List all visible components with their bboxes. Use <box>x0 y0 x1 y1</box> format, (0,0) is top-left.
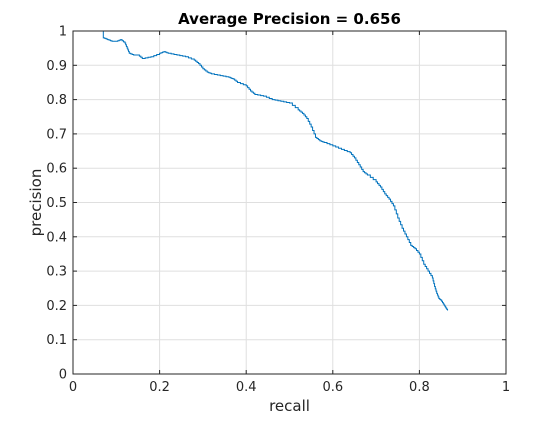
y-tick-label: 0.9 <box>46 59 67 74</box>
x-tick-label: 0.2 <box>149 380 170 395</box>
x-tick-label: 0.4 <box>236 380 257 395</box>
x-axis-label: recall <box>269 397 310 415</box>
y-tick-label: 0.4 <box>46 230 67 245</box>
y-tick-label: 0.1 <box>46 333 67 348</box>
y-tick-label: 0.5 <box>46 196 67 211</box>
x-tick-label: 1 <box>502 380 510 395</box>
y-tick-label: 0.7 <box>46 127 67 142</box>
x-tick-label: 0.8 <box>409 380 430 395</box>
y-axis-label: precision <box>27 169 45 237</box>
y-tick-label: 0 <box>59 368 67 383</box>
x-tick-label: 0.6 <box>322 380 343 395</box>
y-tick-label: 1 <box>59 25 67 40</box>
y-tick-label: 0.2 <box>46 299 67 314</box>
x-tick-label: 0 <box>69 380 77 395</box>
chart-title: Average Precision = 0.656 <box>178 10 401 28</box>
y-tick-label: 0.6 <box>46 162 67 177</box>
y-tick-label: 0.3 <box>46 265 67 280</box>
y-tick-label: 0.8 <box>46 93 67 108</box>
